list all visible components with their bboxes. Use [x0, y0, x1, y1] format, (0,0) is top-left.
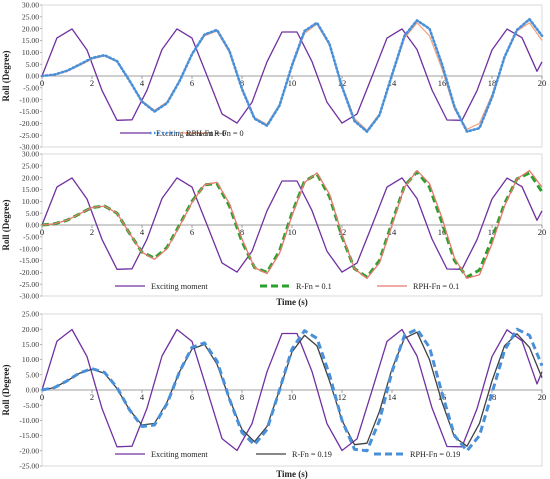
x-axis-label: Time (s): [276, 469, 308, 479]
x-tick-label: 12: [338, 227, 347, 237]
y-tick-label: 5.00: [26, 209, 39, 218]
y-tick-label: 25.00: [22, 12, 39, 21]
x-tick-label: 20: [538, 392, 547, 402]
y-tick-label: -25.00: [19, 131, 39, 140]
y-tick-label: -15.00: [19, 431, 39, 440]
y-tick-label: 20.00: [22, 325, 39, 334]
legend-label: RPH-Fn = 0.19: [410, 450, 460, 459]
y-tick-label: -30.00: [19, 143, 39, 152]
series-line-r-fn-0-1: [41, 170, 544, 279]
y-tick-label: 20.00: [22, 24, 39, 33]
y-tick-label: 15.00: [22, 185, 39, 194]
y-tick-label: -20.00: [19, 268, 39, 277]
y-tick-label: 10.00: [22, 197, 39, 206]
legend-label: RPH-Fn = 0.1: [413, 282, 459, 291]
series-line-rph-fn-0-19: [41, 327, 544, 453]
x-tick-label: 14: [388, 78, 397, 88]
y-tick-label: -10.00: [19, 244, 39, 253]
y-tick-label: 30.00: [22, 150, 39, 159]
series-line-rph-fn-0: [40, 17, 544, 133]
legend-label: Exciting moment: [151, 450, 208, 459]
y-axis-label: Roll (Degree): [1, 364, 11, 415]
y-tick-label: 0.00: [26, 72, 39, 81]
x-tick-label: 2: [90, 392, 94, 402]
y-axis-label: Roll (Degree): [1, 50, 11, 101]
legend: Exciting moment R-Fn = 0.1 RPH-Fn = 0.1: [115, 282, 459, 291]
y-tick-label: -5.00: [23, 232, 39, 241]
x-tick-label: 18: [488, 78, 497, 88]
x-tick-label: 14: [388, 392, 397, 402]
x-tick-label: 0: [40, 392, 44, 402]
y-tick-label: 0.00: [26, 386, 39, 395]
y-tick-label: 25.00: [22, 161, 39, 170]
x-tick-label: 6: [190, 78, 194, 88]
legend-label: R-Fn = 0.19: [292, 450, 332, 459]
y-tick-label: 15.00: [22, 36, 39, 45]
x-tick-label: 20: [538, 227, 547, 237]
y-tick-label: 5.00: [26, 370, 39, 379]
x-tick-label: 16: [438, 78, 447, 88]
y-tick-label: -5.00: [23, 401, 39, 410]
y-tick-label: 25.00: [22, 310, 39, 319]
x-tick-label: 14: [388, 227, 397, 237]
series-line-rph-fn-0-1: [41, 169, 543, 279]
x-tick-label: 10: [288, 392, 297, 402]
y-tick-label: 20.00: [22, 173, 39, 182]
x-tick-label: 12: [338, 392, 347, 402]
chart-panel-2: 30.00 25.00 20.00 15.00 10.00 5.00 0.00 -5.00 -1…: [1, 150, 546, 307]
x-tick-label: 4: [140, 392, 145, 402]
y-tick-label: -25.00: [19, 280, 39, 289]
y-tick-label: 10.00: [22, 355, 39, 364]
series-line-exciting-moment: [41, 328, 543, 452]
x-tick-label: 16: [438, 227, 447, 237]
x-tick-label: 6: [190, 392, 194, 402]
y-tick-label: 15.00: [22, 340, 39, 349]
x-tick-label: 20: [538, 78, 547, 88]
x-tick-label: 10: [288, 227, 297, 237]
y-tick-label: -5.00: [23, 83, 39, 92]
legend-label: Exciting moment: [151, 282, 208, 291]
y-tick-label: -15.00: [19, 256, 39, 265]
x-tick-label: 6: [190, 227, 194, 237]
x-tick-label: 0: [40, 227, 44, 237]
y-tick-label: 30.00: [22, 1, 39, 10]
chart-panel-3: 25.00 20.00 15.00 10.00 5.00 0.00 -5.00 -10.00 -…: [1, 310, 546, 479]
legend-label: RPH-Fn = 0: [186, 129, 226, 138]
y-tick-label: -10.00: [19, 95, 39, 104]
series-line-exciting-moment: [41, 28, 543, 124]
x-axis-label: Time (s): [276, 297, 308, 307]
series-line-exciting-moment: [41, 177, 543, 273]
legend-label: R-Fn = 0: [214, 129, 244, 138]
y-tick-label: -10.00: [19, 416, 39, 425]
y-tick-label: -15.00: [19, 107, 39, 116]
y-tick-label: -30.00: [19, 292, 39, 301]
x-tick-label: 4: [140, 78, 145, 88]
y-tick-label: -20.00: [19, 446, 39, 455]
x-tick-label: 10: [288, 78, 297, 88]
y-tick-label: 0.00: [26, 221, 39, 230]
y-tick-label: -25.00: [19, 462, 39, 471]
x-tick-label: 18: [488, 227, 497, 237]
legend-label: R-Fn = 0.1: [296, 282, 332, 291]
y-axis-label: Roll (Degree): [1, 199, 11, 250]
y-tick-label: 10.00: [22, 48, 39, 57]
x-tick-label: 2: [90, 78, 94, 88]
y-tick-label: 5.00: [26, 60, 39, 69]
y-tick-label: -20.00: [19, 119, 39, 128]
x-tick-label: 0: [40, 78, 44, 88]
x-tick-label: 2: [90, 227, 94, 237]
x-tick-label: 8: [240, 78, 244, 88]
chart-panel-1: 30.00 25.00 20.00 15.00 10.00 5.00 0.00 -5.00 -1…: [1, 1, 546, 152]
legend: Exciting moment R-Fn = 0.19 RPH-Fn = 0.19: [115, 450, 460, 459]
x-tick-label: 8: [240, 392, 244, 402]
x-tick-label: 8: [240, 227, 244, 237]
x-tick-label: 4: [140, 227, 145, 237]
